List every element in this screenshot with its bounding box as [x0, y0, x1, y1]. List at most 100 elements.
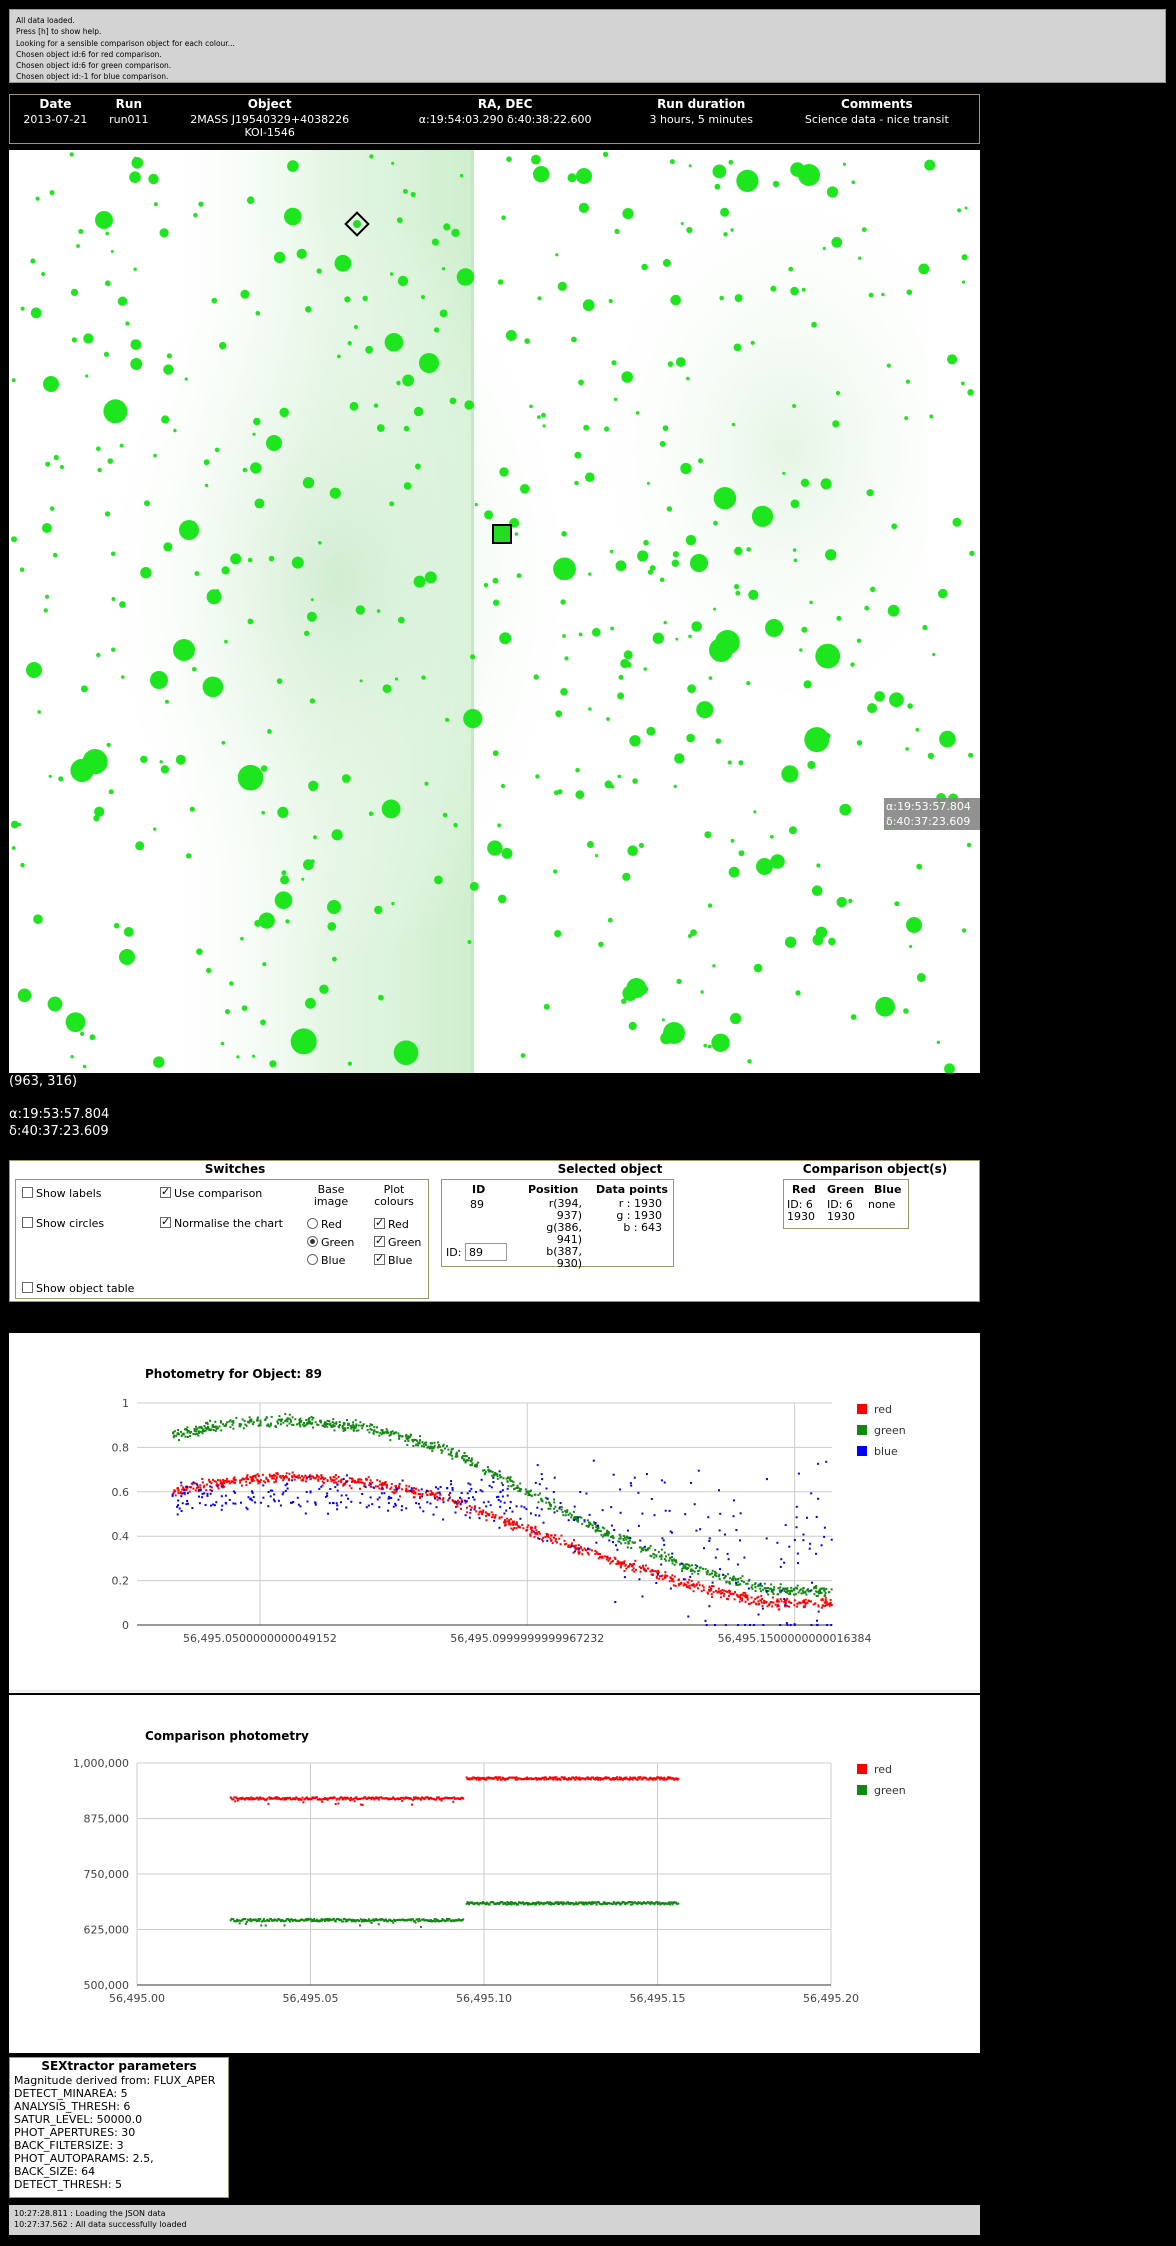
data-point	[286, 1418, 289, 1421]
comparison-chart[interactable]: Comparison photometry500,000625,000750,0…	[9, 1695, 980, 2053]
data-point	[719, 1512, 722, 1515]
photometry-chart[interactable]: Photometry for Object: 8900.20.40.60.815…	[9, 1333, 980, 1693]
series-green	[172, 1413, 833, 1597]
data-point	[198, 1502, 201, 1505]
data-point	[743, 1556, 746, 1559]
data-point	[231, 1420, 234, 1423]
data-point	[195, 1425, 197, 1428]
normalise-checkbox[interactable]	[160, 1215, 171, 1228]
data-point	[537, 1501, 540, 1504]
data-point	[440, 1451, 443, 1454]
col-position-header: Position	[528, 1183, 579, 1196]
data-point	[385, 1918, 387, 1921]
data-point	[254, 1918, 257, 1921]
data-point	[249, 1418, 252, 1421]
normalise-toggle[interactable]: Normalise the chart	[160, 1215, 283, 1230]
data-point	[173, 1434, 176, 1437]
star	[835, 390, 841, 396]
star-field-canvas[interactable]	[9, 150, 980, 1073]
data-point	[285, 1919, 288, 1922]
data-point	[254, 1474, 257, 1477]
data-point	[560, 1534, 563, 1537]
star	[671, 559, 679, 567]
object-id-input[interactable]	[465, 1243, 507, 1261]
data-point	[247, 1797, 250, 1799]
show-circles-checkbox[interactable]	[22, 1217, 33, 1228]
data-point	[343, 1917, 346, 1920]
base-red-option[interactable]: Red	[307, 1218, 342, 1231]
plot-green-toggle[interactable]: Green	[374, 1234, 422, 1249]
data-point	[248, 1919, 251, 1922]
data-point	[197, 1486, 199, 1489]
data-point	[465, 1460, 467, 1463]
show-labels-toggle[interactable]: Show labels	[22, 1187, 102, 1200]
show-circles-toggle[interactable]: Show circles	[22, 1217, 104, 1230]
data-point	[262, 1484, 265, 1487]
plot-blue-toggle[interactable]: Blue	[374, 1252, 412, 1267]
data-point	[325, 1919, 328, 1922]
data-point	[535, 1529, 538, 1532]
data-point	[660, 1548, 663, 1551]
show-object-table-toggle[interactable]: Show object table	[22, 1282, 134, 1295]
data-point	[365, 1477, 367, 1480]
duration-value: 3 hours, 5 minutes	[649, 113, 753, 126]
data-point	[661, 1578, 664, 1581]
comparison-object-marker[interactable]	[344, 211, 370, 237]
star	[499, 467, 509, 477]
plot-red-toggle[interactable]: Red	[374, 1216, 409, 1231]
base-blue-option[interactable]: Blue	[307, 1254, 345, 1267]
star	[119, 443, 124, 448]
base-green-radio[interactable]	[307, 1236, 318, 1247]
plot-green-label: Green	[388, 1236, 422, 1249]
data-point	[268, 1425, 271, 1428]
data-point	[540, 1508, 543, 1511]
data-point	[317, 1475, 320, 1478]
data-point	[351, 1480, 353, 1483]
show-object-table-checkbox[interactable]	[22, 1282, 33, 1293]
data-point	[307, 1421, 310, 1424]
data-point	[175, 1434, 178, 1437]
use-comparison-checkbox[interactable]	[160, 1185, 171, 1198]
data-point	[737, 1624, 740, 1626]
data-point	[246, 1475, 249, 1478]
plot-green-checkbox[interactable]	[374, 1234, 385, 1247]
data-point	[830, 1624, 833, 1626]
data-point	[709, 1587, 712, 1590]
data-point	[210, 1504, 212, 1507]
use-comparison-toggle[interactable]: Use comparison	[160, 1185, 262, 1200]
base-green-option[interactable]: Green	[307, 1236, 354, 1249]
star-field-image[interactable]	[9, 150, 980, 1073]
data-point	[191, 1507, 194, 1509]
star	[221, 740, 226, 745]
base-blue-radio[interactable]	[307, 1254, 318, 1265]
data-point	[220, 1495, 223, 1498]
plot-blue-checkbox[interactable]	[374, 1252, 385, 1265]
show-labels-checkbox[interactable]	[22, 1187, 33, 1198]
data-point	[435, 1492, 438, 1495]
data-point	[341, 1920, 344, 1923]
base-red-radio[interactable]	[307, 1218, 318, 1229]
data-point	[184, 1435, 187, 1438]
data-point	[555, 1776, 558, 1779]
data-point	[352, 1479, 355, 1482]
plot-red-checkbox[interactable]	[374, 1216, 385, 1229]
star	[219, 341, 227, 350]
data-point	[574, 1546, 577, 1549]
data-point	[387, 1497, 390, 1500]
data-point	[785, 1587, 788, 1590]
star	[622, 208, 634, 220]
data-point	[294, 1798, 297, 1801]
star	[613, 397, 618, 401]
data-point	[418, 1442, 421, 1445]
data-point	[744, 1592, 747, 1595]
selected-object-marker[interactable]	[492, 524, 512, 544]
star	[48, 774, 52, 778]
data-point	[671, 1531, 673, 1534]
data-point	[348, 1477, 351, 1480]
data-point	[350, 1796, 352, 1799]
data-point	[203, 1484, 206, 1487]
data-point	[724, 1533, 726, 1536]
data-point	[804, 1601, 807, 1604]
data-point	[509, 1902, 511, 1905]
data-point	[502, 1477, 505, 1480]
